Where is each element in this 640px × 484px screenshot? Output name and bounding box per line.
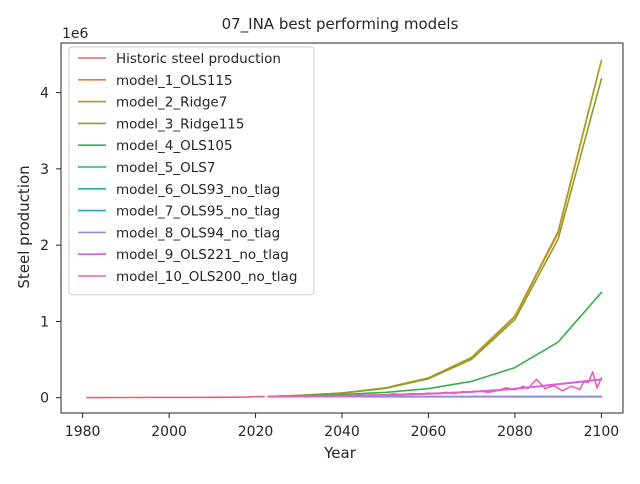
legend-label: model_9_OLS221_no_tlag — [116, 247, 289, 263]
legend-label: model_2_Ridge7 — [116, 95, 227, 111]
x-tick-label: 2080 — [497, 424, 533, 440]
x-tick-label: 2000 — [151, 424, 187, 440]
legend-label: model_8_OLS94_no_tlag — [116, 225, 280, 241]
y-tick-label: 2 — [40, 238, 49, 254]
legend-label: model_10_OLS200_no_tlag — [116, 269, 297, 285]
x-axis-label: Year — [323, 444, 357, 462]
legend-label: Historic steel production — [116, 51, 281, 67]
series-line-4 — [269, 79, 602, 397]
legend: Historic steel production model_1_OLS115m… — [69, 47, 314, 295]
y-tick-label: 4 — [40, 86, 49, 102]
y-tick-label: 1 — [40, 314, 49, 330]
legend-label: model_4_OLS105 — [116, 138, 233, 154]
chart-title: 07_INA best performing models — [222, 15, 459, 34]
legend-label: model_1_OLS115 — [116, 73, 233, 89]
x-tick-label: 2040 — [324, 424, 360, 440]
y-tick-label: 3 — [40, 162, 49, 178]
legend-label: model_3_Ridge115 — [116, 116, 244, 132]
series-line-1 — [87, 397, 264, 398]
series-line-5 — [269, 292, 602, 396]
x-tick-label: 2020 — [238, 424, 274, 440]
y-axis-label: Steel production — [15, 165, 33, 288]
y-offset-label: 1e6 — [62, 26, 89, 42]
y-tick-label: 0 — [40, 391, 49, 407]
x-tick-label: 2060 — [411, 424, 447, 440]
legend-label: model_7_OLS95_no_tlag — [116, 204, 280, 220]
legend-label: model_5_OLS7 — [116, 160, 215, 176]
x-tick-label: 1980 — [65, 424, 101, 440]
x-tick-label: 2100 — [584, 424, 620, 440]
legend-label: model_6_OLS93_no_tlag — [116, 182, 280, 198]
